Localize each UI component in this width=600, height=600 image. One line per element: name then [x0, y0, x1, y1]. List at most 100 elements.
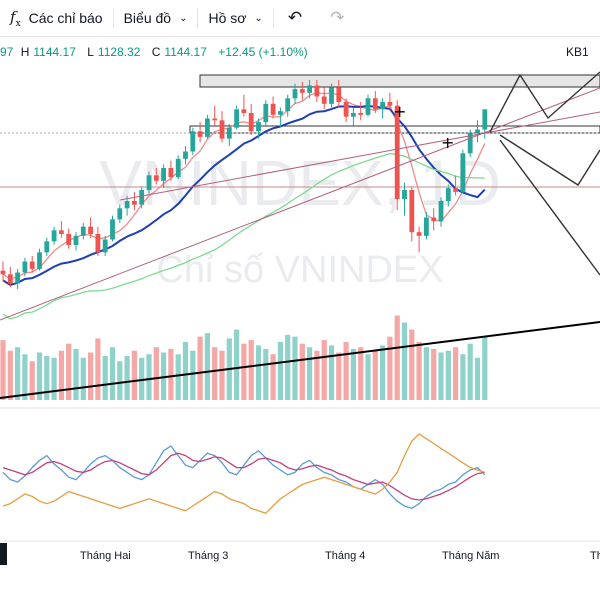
trendline: [0, 87, 600, 321]
volume-bar: [146, 354, 152, 400]
volume-bar: [482, 336, 488, 400]
watermark-name: Chỉ số VNINDEX: [156, 249, 443, 291]
volume-bar: [409, 329, 415, 400]
ohlc-legend: 97 H 1144.17 L 1128.32 C 1144.17 +12.45 (+1…: [0, 45, 312, 59]
volume-bar: [29, 361, 35, 400]
candle-body: [321, 96, 327, 104]
volume-bar: [277, 341, 283, 400]
volume-bar: [314, 350, 320, 400]
candle-body: [110, 219, 115, 240]
volume-bar: [153, 347, 159, 400]
volume-bar: [263, 348, 269, 400]
candle-body: [212, 118, 218, 121]
candle-body: [292, 89, 298, 99]
candle-body: [343, 102, 349, 117]
redo-button[interactable]: ↷: [316, 0, 358, 36]
oscillator-pane: [2, 433, 486, 514]
volume-bar: [66, 343, 72, 400]
volume-bar: [161, 352, 167, 400]
volume-bar: [7, 350, 13, 400]
volume-bars: [0, 315, 488, 400]
volume-bar: [58, 350, 64, 400]
resistance-box: [199, 74, 600, 88]
undo-button[interactable]: ↶: [274, 0, 316, 36]
candle-body: [153, 175, 159, 181]
volume-bar: [219, 350, 225, 400]
candle-body: [438, 201, 444, 222]
candle-body: [37, 252, 42, 269]
volume-bar: [80, 357, 86, 400]
volume-bar: [372, 350, 378, 400]
candle-body: [7, 274, 13, 284]
candle-body: [394, 105, 400, 200]
volume-bar: [168, 348, 174, 400]
candle-body: [416, 232, 422, 236]
candle-body: [168, 168, 174, 178]
candle-body: [467, 133, 473, 154]
volume-bar: [44, 356, 50, 400]
legend-close: 1144.17: [164, 45, 207, 59]
ma-slow-line: [2, 152, 485, 320]
volume-bar: [73, 348, 79, 400]
legend-high: 1144.17: [33, 45, 76, 59]
candle-body: [219, 120, 225, 139]
indicators-label: Các chỉ báo: [28, 10, 103, 26]
volume-bar: [255, 345, 262, 400]
candle-body: [44, 241, 50, 253]
candle-body: [146, 175, 152, 190]
volume-bar: [328, 345, 335, 400]
candle-body: [241, 109, 247, 113]
candle-body: [278, 111, 283, 115]
volume-bar: [387, 336, 393, 400]
profile-button[interactable]: Hồ sơ ⌄: [198, 0, 272, 36]
chevron-down-icon: ⌄: [254, 12, 263, 24]
candle-body: [424, 217, 429, 236]
volume-bar: [241, 343, 247, 400]
osc-pink-line: [2, 452, 485, 501]
volume-bar: [51, 357, 57, 400]
candle-body: [460, 153, 466, 192]
candle-body: [66, 234, 72, 245]
volume-bar: [285, 334, 291, 400]
candle-body: [365, 98, 371, 115]
candle-body: [226, 127, 232, 139]
volume-bar: [467, 343, 473, 400]
redo-icon: ↷: [330, 8, 345, 27]
candle-body: [329, 87, 334, 104]
candle-body: [431, 217, 437, 222]
volume-bar: [95, 338, 101, 400]
volume-bar: [365, 354, 371, 400]
candle-body: [29, 261, 35, 269]
candle-body: [409, 190, 415, 233]
candle-body: [95, 234, 101, 253]
horizontal-levels: [0, 74, 600, 188]
undo-icon: ↶: [287, 8, 303, 27]
projection-path: [499, 139, 600, 276]
candle-body: [205, 118, 210, 137]
volume-bar: [321, 340, 327, 400]
volume-bar: [358, 347, 364, 400]
candle-body: [0, 270, 6, 275]
indicators-button[interactable]: fx Các chỉ báo: [0, 0, 113, 36]
volume-bar: [124, 356, 130, 400]
volume-bar: [394, 315, 400, 400]
volume-bar: [182, 341, 189, 400]
layout-label[interactable]: KB1: [566, 45, 589, 59]
candle-body: [139, 190, 145, 205]
candle-body: [51, 230, 57, 242]
time-axis-marker: [0, 543, 7, 565]
volume-bar: [234, 329, 240, 400]
volume-bar: [15, 347, 21, 400]
volume-bar: [88, 352, 94, 400]
volume-bar: [270, 354, 276, 400]
candle-body: [482, 109, 488, 130]
volume-bar: [299, 343, 305, 400]
osc-orange-line: [2, 433, 486, 514]
legend-high-label: H: [20, 45, 30, 59]
volume-bar: [445, 350, 451, 400]
candle-body: [248, 113, 254, 132]
candle-body: [475, 129, 480, 134]
chart-type-button[interactable]: Biểu đồ ⌄: [114, 0, 198, 36]
volume-bar: [212, 347, 218, 400]
